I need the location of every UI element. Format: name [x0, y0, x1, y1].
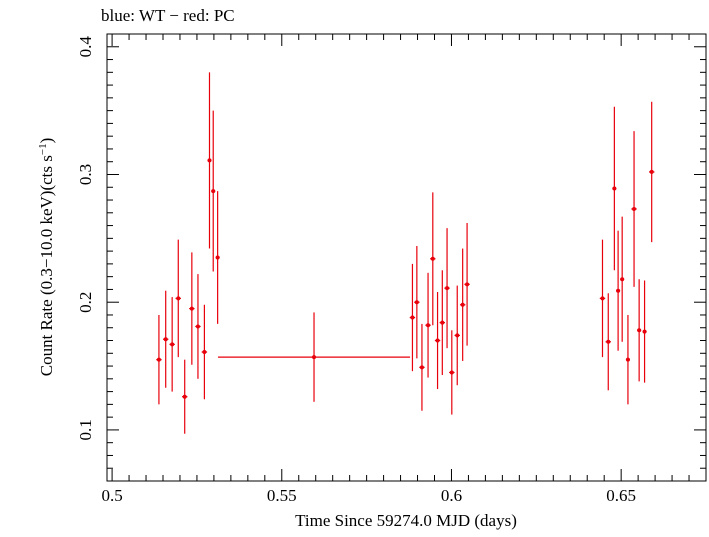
data-point: [648, 101, 655, 243]
y-axis-label: Count Rate (0.3−10.0 keV)(cts s−1): [37, 138, 56, 377]
y-tick-label: 0.3: [76, 164, 95, 185]
data-point: [201, 304, 208, 400]
data-point: [156, 314, 162, 405]
data-point: [612, 106, 617, 271]
plot-frame: [106, 33, 707, 482]
point-marker: [189, 306, 194, 311]
point-marker: [612, 186, 617, 191]
data-point: [620, 216, 625, 342]
point-marker: [163, 337, 168, 342]
point-marker: [156, 357, 161, 362]
point-marker: [312, 355, 317, 360]
point-marker: [449, 370, 454, 375]
data-point: [625, 314, 630, 405]
x-tick-label: 0.6: [441, 486, 462, 505]
chart-header: blue: WT − red: PC: [101, 6, 235, 25]
point-marker: [632, 206, 637, 211]
data-point: [425, 272, 431, 378]
data-point: [195, 274, 201, 379]
point-marker: [215, 255, 220, 260]
point-marker: [465, 282, 470, 287]
data-point: [414, 246, 420, 359]
data-point: [175, 239, 181, 358]
data-point: [439, 270, 446, 375]
data-point: [217, 312, 411, 402]
data-point: [637, 279, 642, 382]
point-marker: [455, 333, 460, 338]
y-axis-label-sup: −1: [37, 143, 49, 155]
x-tick-label: 0.55: [267, 486, 297, 505]
point-marker: [620, 277, 625, 282]
x-axis-label: Time Since 59274.0 MJD (days): [295, 511, 517, 530]
point-marker: [207, 158, 212, 163]
point-marker: [445, 286, 450, 291]
data-point: [605, 293, 611, 391]
data-point: [409, 263, 416, 372]
data-point: [215, 191, 220, 324]
data-point: [162, 290, 169, 388]
point-marker: [414, 300, 419, 305]
point-marker: [606, 339, 611, 344]
data-point: [454, 285, 460, 386]
data-layer: [156, 72, 655, 434]
data-point: [616, 230, 621, 351]
y-tick-label: 0.4: [76, 36, 95, 58]
y-tick-label: 0.1: [76, 419, 95, 440]
point-marker: [637, 328, 642, 333]
point-marker: [649, 169, 654, 174]
data-point: [459, 248, 466, 361]
data-point: [430, 192, 436, 326]
point-marker: [182, 394, 187, 399]
data-point: [434, 291, 441, 390]
data-point: [642, 280, 647, 383]
point-marker: [426, 323, 431, 328]
x-tick-label: 0.5: [101, 486, 122, 505]
data-point: [182, 359, 188, 434]
point-marker: [460, 302, 465, 307]
data-point: [419, 323, 425, 411]
data-point: [444, 228, 450, 349]
point-marker: [616, 288, 621, 293]
tick-labels: 0.5 0.55 0.6 0.65 0.1 0.2 0.3 0.4: [76, 36, 636, 505]
y-axis-label-main: Count Rate (0.3−10.0 keV)(cts s: [37, 155, 56, 376]
data-point: [207, 72, 212, 249]
y-tick-label: 0.2: [76, 292, 95, 313]
data-point: [449, 330, 455, 415]
data-point: [464, 223, 470, 346]
axis-ticks: [107, 33, 706, 481]
point-marker: [440, 320, 445, 325]
point-marker: [202, 350, 207, 355]
point-marker: [176, 296, 181, 301]
point-marker: [435, 338, 440, 343]
point-marker: [410, 315, 415, 320]
point-marker: [600, 296, 605, 301]
x-tick-label: 0.65: [606, 486, 636, 505]
point-marker: [195, 324, 200, 329]
point-marker: [211, 189, 216, 194]
point-marker: [419, 365, 424, 370]
data-point: [189, 252, 195, 365]
data-point: [599, 239, 606, 358]
point-marker: [625, 357, 630, 362]
data-point: [631, 131, 637, 287]
data-point: [169, 297, 175, 392]
point-marker: [430, 256, 435, 261]
y-axis-label-close: ): [37, 138, 56, 144]
point-marker: [170, 342, 175, 347]
point-marker: [642, 329, 647, 334]
data-point: [211, 110, 216, 272]
